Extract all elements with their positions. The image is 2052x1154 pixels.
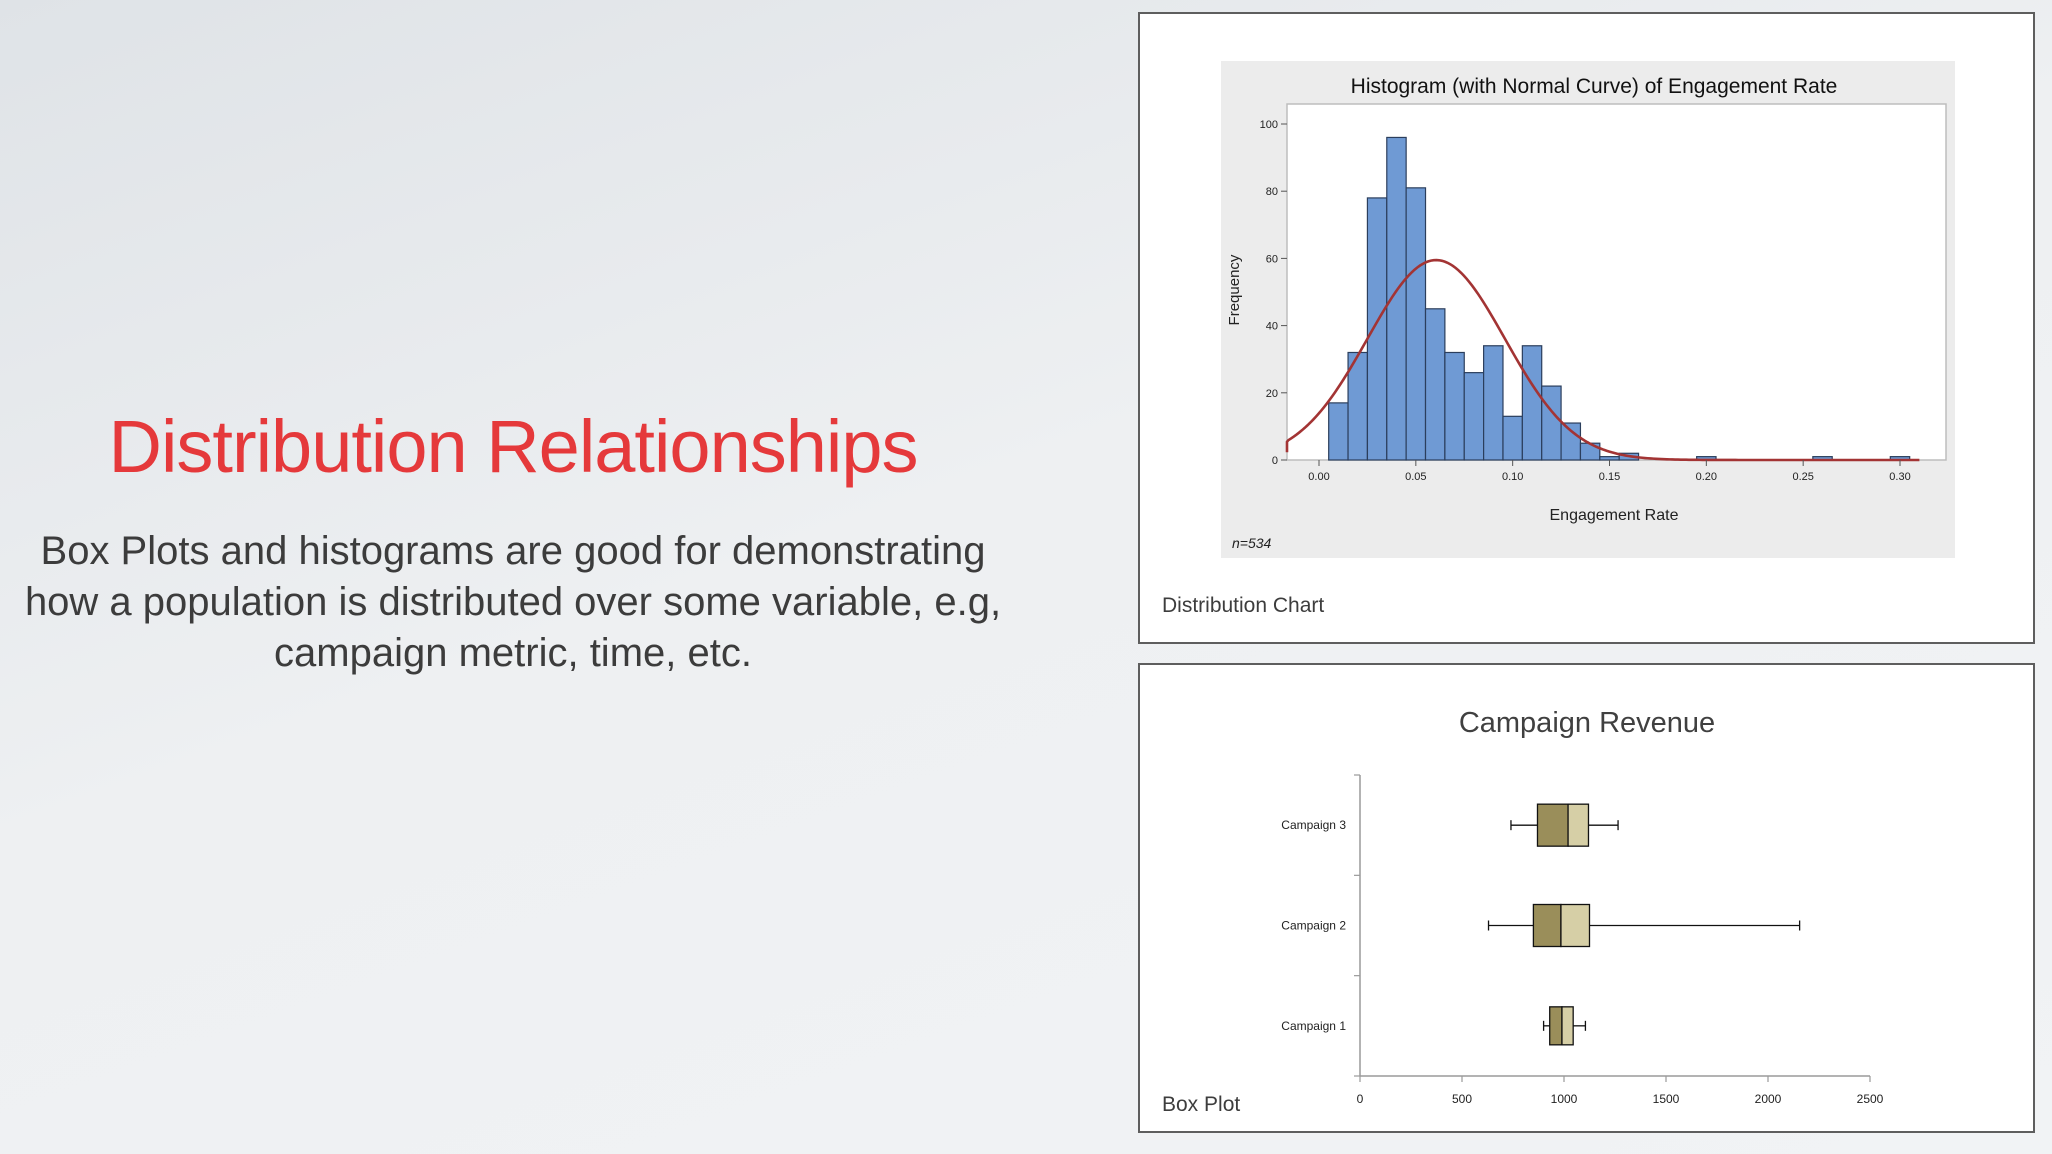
category-label: Campaign 3 [1281, 818, 1346, 832]
box-lower-half [1549, 1006, 1563, 1046]
histogram-caption: Distribution Chart [1162, 594, 1325, 617]
boxplot-caption: Box Plot [1162, 1093, 1241, 1116]
x-tick-label: 0.05 [1405, 471, 1426, 483]
x-tick-label: 0.20 [1696, 471, 1717, 483]
histogram-bar [1541, 385, 1562, 461]
box-lower-half [1536, 803, 1569, 847]
histogram-bar [1560, 422, 1582, 461]
histogram-axes: 0 20 40 60 80 100 0.00 0.05 0.10 0.15 0.20 0.25 0.30 [1260, 119, 1911, 483]
histogram-chart: Histogram (with Normal Curve) of Engagem… [1221, 61, 1955, 558]
y-tick-label: 80 [1266, 186, 1278, 198]
histogram-curve-group [1285, 258, 1920, 462]
histogram-panel: Histogram (with Normal Curve) of Engagem… [1138, 12, 2035, 644]
histogram-bar [1502, 415, 1523, 461]
box-upper-half [1560, 903, 1591, 948]
x-tick-label: 1500 [1653, 1092, 1680, 1106]
category-label: Campaign 2 [1281, 919, 1346, 933]
x-tick-label: 0.00 [1308, 471, 1329, 483]
histogram-bar [1366, 197, 1388, 461]
histogram-bar [1328, 402, 1349, 461]
boxplot-boxes [1487, 803, 1801, 1046]
x-tick-label: 2500 [1857, 1092, 1884, 1106]
histogram-x-axis-label: Engagement Rate [1550, 507, 1679, 524]
boxplot-chart: Campaign Revenue 0 500 1000 1500 2000 2500 Cam… [1281, 707, 1884, 1106]
histogram-bar [1405, 187, 1427, 461]
y-tick-label: 60 [1266, 253, 1278, 265]
boxplot-axes: 0 500 1000 1500 2000 2500 Campaign 3 Campaign 2… [1281, 774, 1884, 1106]
box-lower-half [1532, 903, 1562, 948]
slide-title: Distribution Relationships [108, 405, 919, 488]
x-tick-label: 0.15 [1599, 471, 1620, 483]
x-tick-label: 0.25 [1792, 471, 1813, 483]
x-tick-label: 1000 [1551, 1092, 1578, 1106]
x-tick-label: 0 [1357, 1092, 1364, 1106]
slide-body-text: Box Plots and histograms are good for de… [24, 529, 1002, 675]
histogram-bar [1483, 345, 1504, 461]
histogram-bar [1599, 456, 1620, 461]
box-upper-half [1567, 803, 1590, 847]
histogram-bar [1463, 372, 1485, 461]
boxplot-title: Campaign Revenue [1459, 707, 1715, 739]
normal-curve-line [1285, 258, 1920, 462]
boxplot-panel: Campaign Revenue 0 500 1000 1500 2000 2500 Cam… [1138, 663, 2035, 1133]
x-tick-label: 500 [1452, 1092, 1472, 1106]
x-tick-label: 0.30 [1889, 471, 1910, 483]
y-tick-label: 40 [1266, 321, 1278, 333]
histogram-bar [1521, 345, 1543, 461]
histogram-bar [1444, 351, 1465, 461]
histogram-y-axis-label: Frequency [1226, 254, 1243, 325]
x-tick-label: 2000 [1755, 1092, 1782, 1106]
histogram-bar [1424, 308, 1446, 461]
x-tick-label: 0.10 [1502, 471, 1523, 483]
box-upper-half [1561, 1006, 1574, 1046]
category-label: Campaign 1 [1281, 1019, 1346, 1033]
y-tick-label: 20 [1266, 388, 1278, 400]
y-tick-label: 0 [1272, 455, 1278, 467]
y-tick-label: 100 [1260, 119, 1278, 131]
histogram-sample-size-note: n=534 [1232, 535, 1272, 551]
histogram-title: Histogram (with Normal Curve) of Engagem… [1351, 75, 1838, 98]
